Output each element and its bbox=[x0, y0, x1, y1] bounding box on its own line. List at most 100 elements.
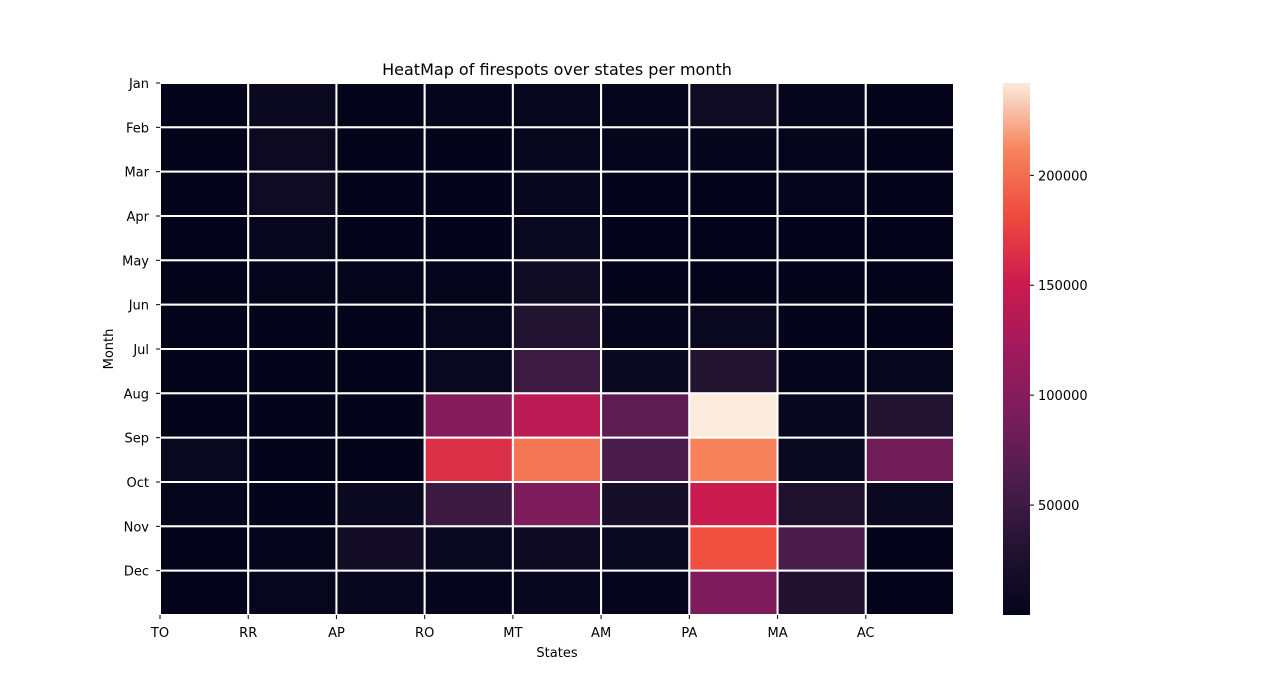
colorbar-tick-label: 150000 bbox=[1038, 279, 1088, 294]
heatmap-cell bbox=[247, 126, 338, 173]
heatmap-cell bbox=[511, 126, 603, 173]
heatmap-cell bbox=[776, 525, 867, 572]
heatmap-cell bbox=[511, 392, 603, 439]
heatmap-cell bbox=[247, 170, 338, 218]
heatmap-cell bbox=[600, 348, 691, 395]
heatmap-cell bbox=[864, 436, 955, 483]
heatmap-cell bbox=[423, 525, 514, 572]
heatmap-cell bbox=[247, 481, 338, 528]
colorbar bbox=[1003, 83, 1030, 615]
y-tick-label: Aug bbox=[124, 387, 149, 402]
heatmap-cell bbox=[423, 170, 514, 218]
y-axis-ticks: Jan Feb Mar Apr May Jun Jul Aug Sep Oct Nov Dec bbox=[122, 77, 160, 580]
heatmap-cell bbox=[600, 126, 691, 173]
heatmap-cell bbox=[159, 170, 250, 218]
heatmap-cell bbox=[776, 82, 867, 129]
heatmap-cell bbox=[247, 348, 338, 395]
heatmap-cell bbox=[600, 259, 691, 306]
heatmap-cell bbox=[511, 436, 603, 483]
y-tick-label: Nov bbox=[124, 520, 150, 535]
heatmap-cell bbox=[335, 215, 426, 262]
colorbar-tick-label: 100000 bbox=[1038, 389, 1088, 404]
heatmap-cell bbox=[864, 481, 955, 528]
heatmap-cell bbox=[247, 525, 338, 572]
heatmap-cell bbox=[776, 481, 867, 528]
heatmap-cell bbox=[511, 215, 603, 262]
heatmap-cell bbox=[776, 259, 867, 306]
heatmap-cell bbox=[511, 303, 603, 350]
x-tick-label: MT bbox=[503, 626, 522, 641]
y-tick-label: Apr bbox=[127, 210, 150, 225]
heatmap-cell bbox=[247, 569, 338, 617]
heatmap-cell bbox=[511, 481, 603, 528]
heatmap-cell bbox=[423, 259, 514, 306]
heatmap-cells bbox=[159, 82, 955, 617]
heatmap-cell bbox=[688, 436, 779, 483]
heatmap-cell bbox=[247, 259, 338, 306]
heatmap-cell bbox=[335, 436, 426, 483]
heatmap-cell bbox=[776, 215, 867, 262]
heatmap-cell bbox=[600, 392, 691, 439]
heatmap-cell bbox=[688, 126, 779, 173]
colorbar-tick-label: 200000 bbox=[1038, 169, 1088, 184]
heatmap-cell bbox=[335, 259, 426, 306]
heatmap-cell bbox=[688, 259, 779, 306]
y-tick-label: Jan bbox=[128, 77, 149, 92]
heatmap-cell bbox=[600, 303, 691, 350]
heatmap-cell bbox=[688, 215, 779, 262]
heatmap-cell bbox=[688, 303, 779, 350]
heatmap-cell bbox=[335, 170, 426, 218]
x-tick-label: PA bbox=[681, 626, 697, 641]
heatmap-cell bbox=[864, 348, 955, 395]
heatmap-cell bbox=[864, 303, 955, 350]
heatmap-cell bbox=[600, 436, 691, 483]
x-tick-label: RO bbox=[415, 626, 434, 641]
heatmap-cell bbox=[335, 525, 426, 572]
heatmap-cell bbox=[511, 170, 603, 218]
heatmap-cell bbox=[688, 481, 779, 528]
heatmap-cell bbox=[335, 481, 426, 528]
x-tick-label: AM bbox=[591, 626, 611, 641]
heatmap-cell bbox=[688, 569, 779, 617]
heatmap-cell bbox=[600, 82, 691, 129]
colorbar-ticks: 50000 100000 150000 200000 bbox=[1030, 169, 1088, 514]
heatmap-cell bbox=[335, 126, 426, 173]
heatmap-cell bbox=[688, 525, 779, 572]
heatmap-cell bbox=[159, 215, 250, 262]
heatmap-cell bbox=[688, 170, 779, 218]
y-tick-label: Feb bbox=[126, 121, 149, 136]
heatmap-cell bbox=[864, 82, 955, 129]
heatmap-cell bbox=[247, 215, 338, 262]
heatmap-cell bbox=[864, 170, 955, 218]
y-axis-label: Month bbox=[102, 329, 117, 370]
heatmap-cell bbox=[776, 392, 867, 439]
heatmap-cell bbox=[159, 259, 250, 306]
heatmap-cell bbox=[335, 392, 426, 439]
heatmap-cell bbox=[247, 436, 338, 483]
heatmap-cell bbox=[864, 259, 955, 306]
y-tick-label: Jul bbox=[132, 343, 149, 358]
heatmap-cell bbox=[511, 525, 603, 572]
heatmap-cell bbox=[423, 303, 514, 350]
y-tick-label: Sep bbox=[124, 432, 149, 447]
heatmap-cell bbox=[159, 392, 250, 439]
heatmap-cell bbox=[688, 392, 779, 439]
y-tick-label: Dec bbox=[124, 565, 149, 580]
y-tick-label: Mar bbox=[124, 166, 149, 181]
heatmap-cell bbox=[511, 82, 603, 129]
heatmap-cell bbox=[423, 481, 514, 528]
heatmap-cell bbox=[600, 525, 691, 572]
heatmap-cell bbox=[776, 436, 867, 483]
heatmap-cell bbox=[600, 170, 691, 218]
x-tick-label: MA bbox=[768, 626, 788, 641]
heatmap-cell bbox=[600, 481, 691, 528]
heatmap-cell bbox=[423, 392, 514, 439]
heatmap-cell bbox=[511, 569, 603, 617]
heatmap-cell bbox=[335, 82, 426, 129]
heatmap-cell bbox=[600, 215, 691, 262]
chart-title: HeatMap of firespots over states per mon… bbox=[382, 60, 732, 79]
y-tick-label: Jun bbox=[128, 299, 149, 314]
heatmap-cell bbox=[159, 481, 250, 528]
x-axis-label: States bbox=[536, 646, 577, 661]
heatmap-cell bbox=[864, 215, 955, 262]
